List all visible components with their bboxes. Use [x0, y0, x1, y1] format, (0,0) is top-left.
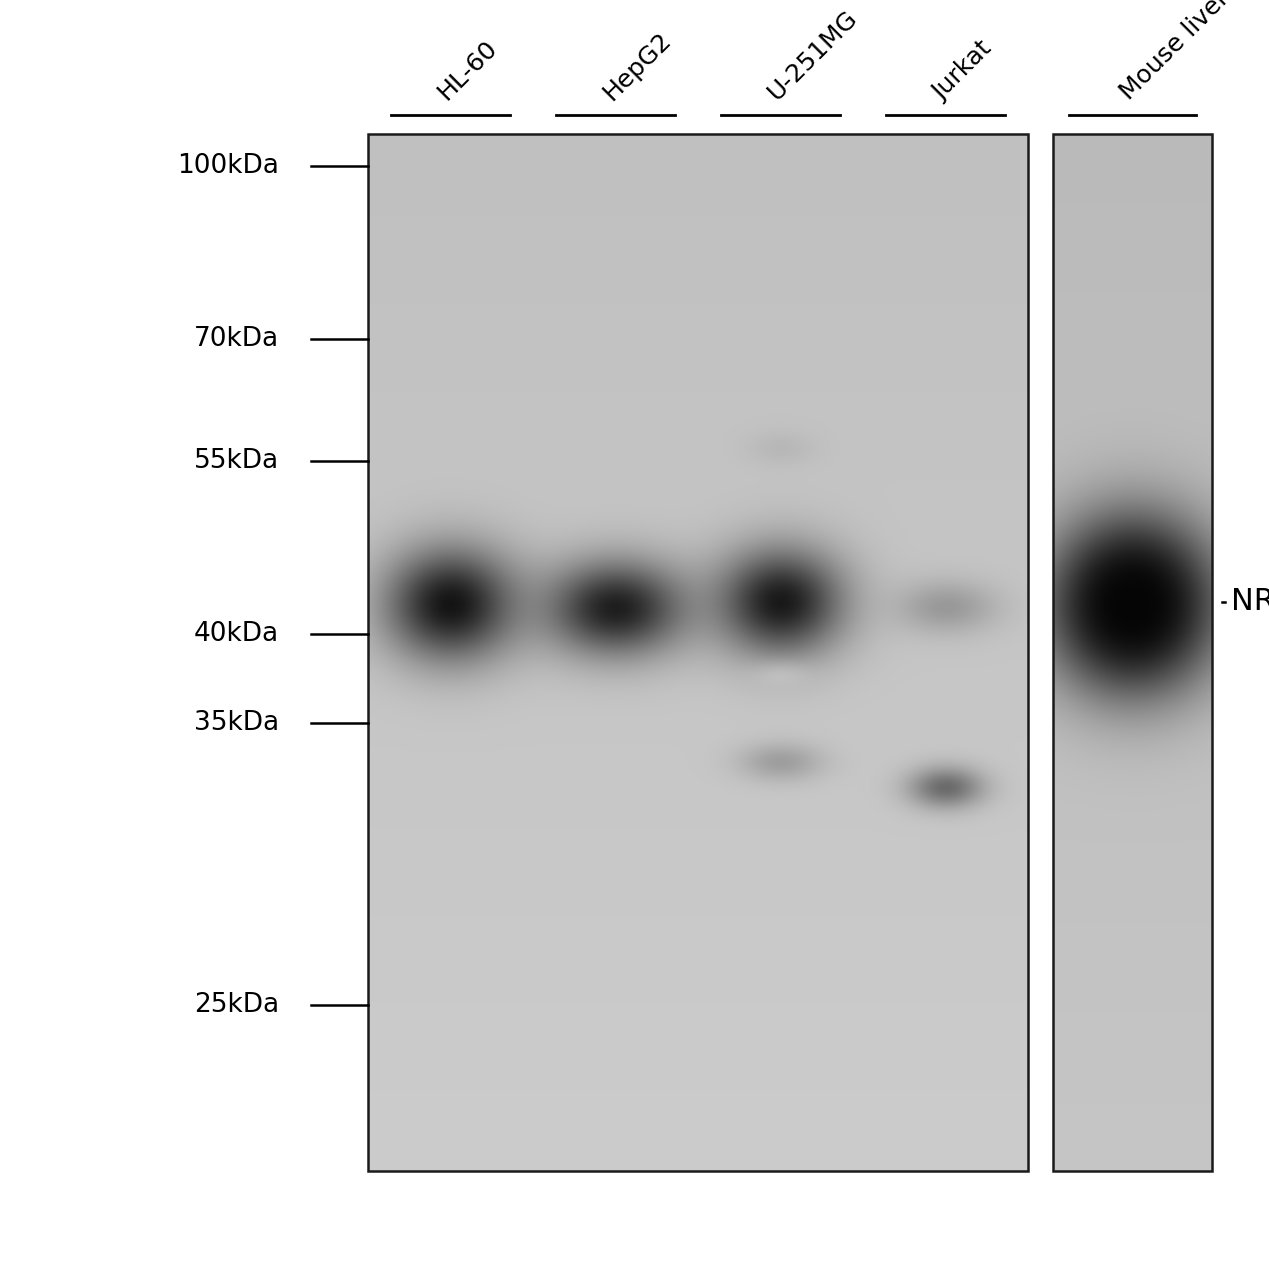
Text: U-251MG: U-251MG — [764, 6, 863, 105]
Text: HL-60: HL-60 — [434, 36, 503, 105]
Text: 70kDa: 70kDa — [194, 326, 279, 352]
Text: 35kDa: 35kDa — [194, 710, 279, 736]
Text: 55kDa: 55kDa — [194, 448, 279, 474]
Text: NR2E1: NR2E1 — [1231, 588, 1269, 616]
Text: HepG2: HepG2 — [599, 28, 676, 105]
Text: Jurkat: Jurkat — [929, 37, 997, 105]
Bar — [1053, 134, 1212, 1171]
Text: 25kDa: 25kDa — [194, 992, 279, 1018]
Bar — [368, 134, 1028, 1171]
Text: 40kDa: 40kDa — [194, 621, 279, 646]
Text: 100kDa: 100kDa — [178, 154, 279, 179]
Text: Mouse liver: Mouse liver — [1115, 0, 1235, 105]
